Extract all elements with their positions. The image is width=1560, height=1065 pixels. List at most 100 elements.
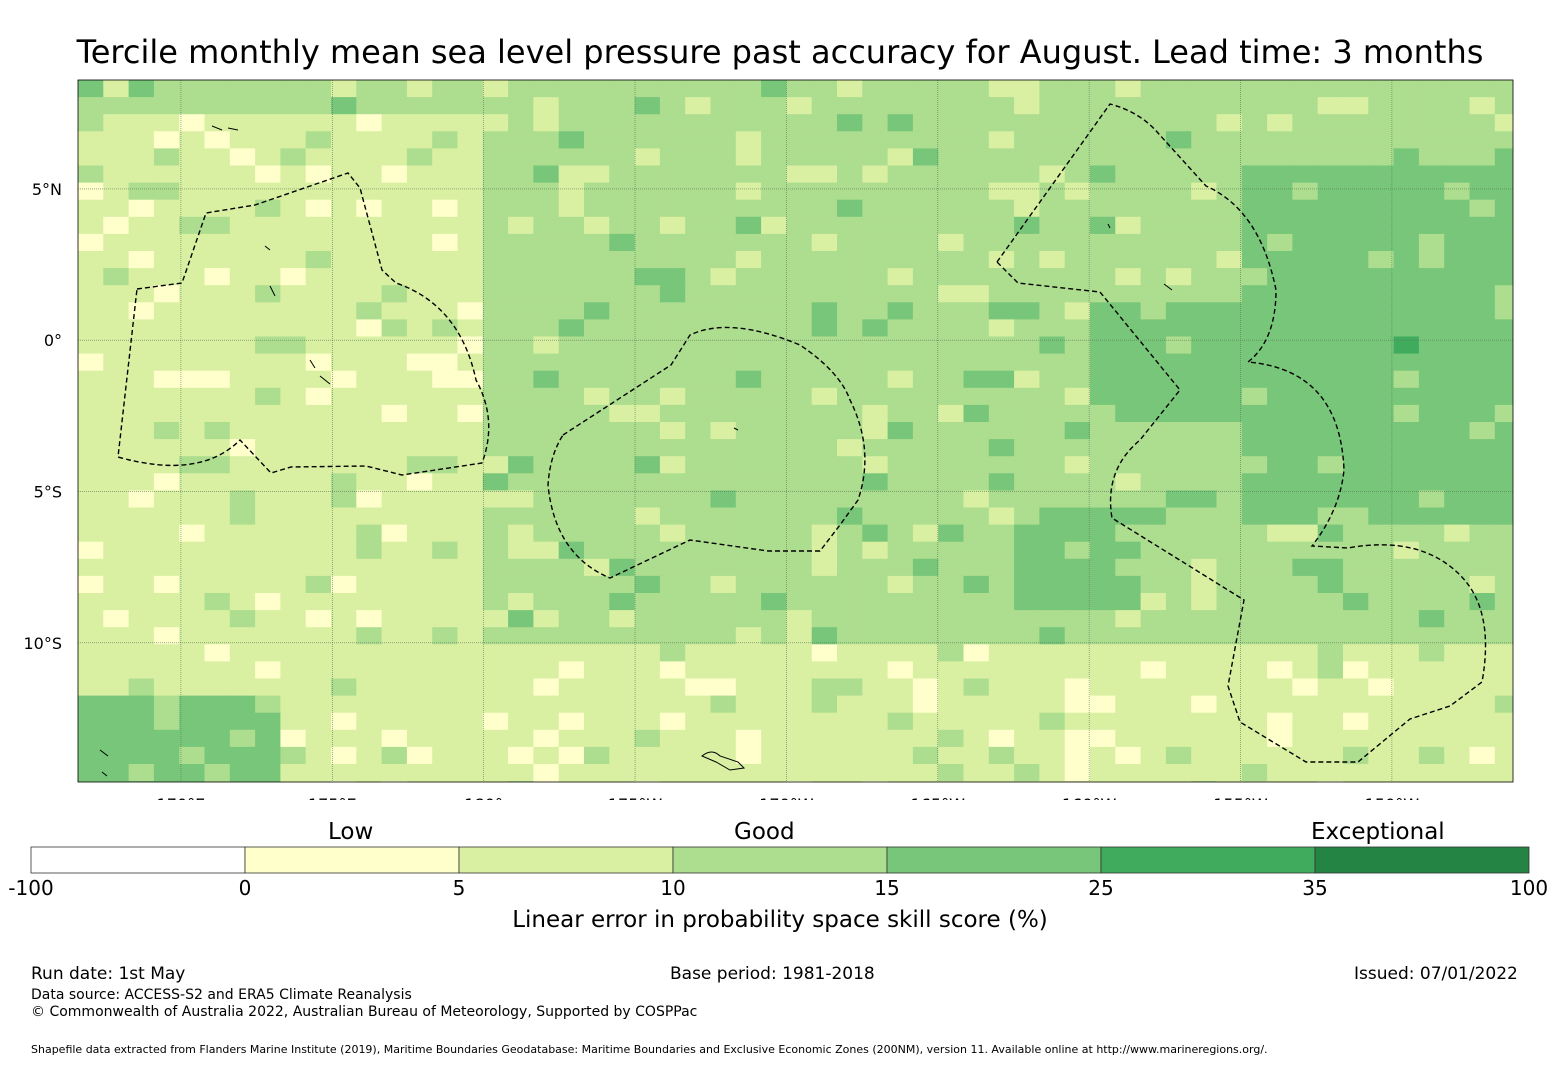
grid-cell [761, 353, 787, 372]
grid-cell [659, 319, 686, 338]
grid-cell [1140, 131, 1167, 149]
grid-cell [1317, 507, 1344, 526]
grid-cell [280, 575, 307, 594]
grid-cell [406, 199, 433, 218]
grid-cell [584, 319, 610, 338]
grid-cell [229, 233, 256, 252]
grid-cell [406, 524, 433, 543]
grid-cell [1241, 199, 1268, 218]
grid-cell [533, 285, 560, 303]
grid-cell [659, 336, 686, 355]
grid-cell [204, 541, 231, 560]
grid-cell [381, 644, 408, 662]
grid-cell [659, 507, 686, 526]
grid-cell [1469, 199, 1496, 218]
grid-cell [508, 404, 534, 423]
grid-cell [482, 661, 509, 680]
grid-cell [963, 285, 990, 303]
grid-cell [1115, 131, 1142, 149]
grid-cell [533, 456, 560, 474]
grid-cell [1039, 80, 1066, 98]
grid-cell [305, 165, 332, 184]
grid-cell [255, 353, 281, 372]
grid-cell [988, 251, 1015, 269]
grid-cell [659, 148, 686, 167]
grid-cell [912, 80, 939, 98]
grid-cell [1191, 627, 1218, 645]
grid-cell [305, 131, 332, 149]
grid-cell [811, 439, 838, 457]
grid-cell [1216, 575, 1243, 594]
grid-cell [1090, 507, 1116, 526]
grid-cell [179, 456, 206, 474]
grid-cell [533, 644, 560, 662]
grid-cell [1343, 575, 1369, 594]
grid-cell [255, 216, 281, 235]
grid-cell [584, 661, 610, 680]
grid-cell [305, 302, 332, 320]
grid-cell [811, 285, 838, 303]
grid-cell [837, 251, 863, 269]
grid-cell [1267, 165, 1293, 184]
grid-cell [1191, 165, 1218, 184]
grid-cell [1064, 233, 1091, 252]
grid-cell [710, 268, 737, 286]
grid-cell [356, 302, 383, 320]
grid-cell [1216, 148, 1243, 167]
grid-cell [634, 353, 661, 372]
grid-cell [280, 268, 307, 286]
grid-cell [1494, 97, 1513, 115]
grid-cell [1393, 268, 1420, 286]
grid-cell [255, 182, 281, 201]
grid-cell [887, 131, 914, 149]
grid-cell [558, 165, 585, 184]
grid-cell [255, 558, 281, 577]
grid-cell [331, 268, 357, 286]
grid-cell [406, 627, 433, 645]
grid-cell [1469, 285, 1496, 303]
grid-cell [482, 131, 509, 149]
grid-cell [558, 268, 585, 286]
grid-cell [533, 473, 560, 491]
grid-cell [255, 233, 281, 252]
grid-cell [305, 507, 332, 526]
grid-cell [1216, 268, 1243, 286]
grid-cell [1343, 422, 1369, 440]
grid-cell [508, 97, 534, 115]
grid-cell [1494, 148, 1513, 167]
grid-cell [1368, 353, 1395, 372]
grid-cell [179, 353, 206, 372]
grid-cell [1393, 216, 1420, 235]
grid-cell [331, 439, 357, 457]
grid-cell [1343, 387, 1369, 406]
grid-cell [1064, 524, 1091, 543]
grid-cell [457, 610, 484, 628]
grid-cell [1165, 524, 1192, 543]
grid-cell [1115, 97, 1142, 115]
map-title: Tercile monthly mean sea level pressure … [76, 33, 1484, 71]
grid-cell [1393, 80, 1420, 98]
grid-cell [1444, 370, 1471, 389]
grid-cell [963, 131, 990, 149]
grid-cell [963, 114, 990, 132]
grid-cell [609, 541, 636, 560]
grid-cell [811, 182, 838, 201]
grid-cell [761, 302, 787, 320]
grid-cell [255, 593, 281, 611]
grid-cell [1393, 627, 1420, 645]
grid-cell [331, 541, 357, 560]
grid-cell [786, 216, 813, 235]
grid-cell [432, 97, 459, 115]
grid-cell [735, 422, 762, 440]
colorbar-tick-label: 100 [1510, 876, 1548, 900]
grid-cell [1090, 233, 1116, 252]
grid-cell [938, 387, 965, 406]
grid-cell [837, 456, 863, 474]
grid-cell [634, 165, 661, 184]
grid-cell [862, 575, 889, 594]
grid-cell [103, 627, 130, 645]
grid-cell [735, 490, 762, 509]
grid-cell [1418, 558, 1445, 577]
grid-cell [1267, 644, 1293, 662]
grid-cell [78, 473, 104, 491]
